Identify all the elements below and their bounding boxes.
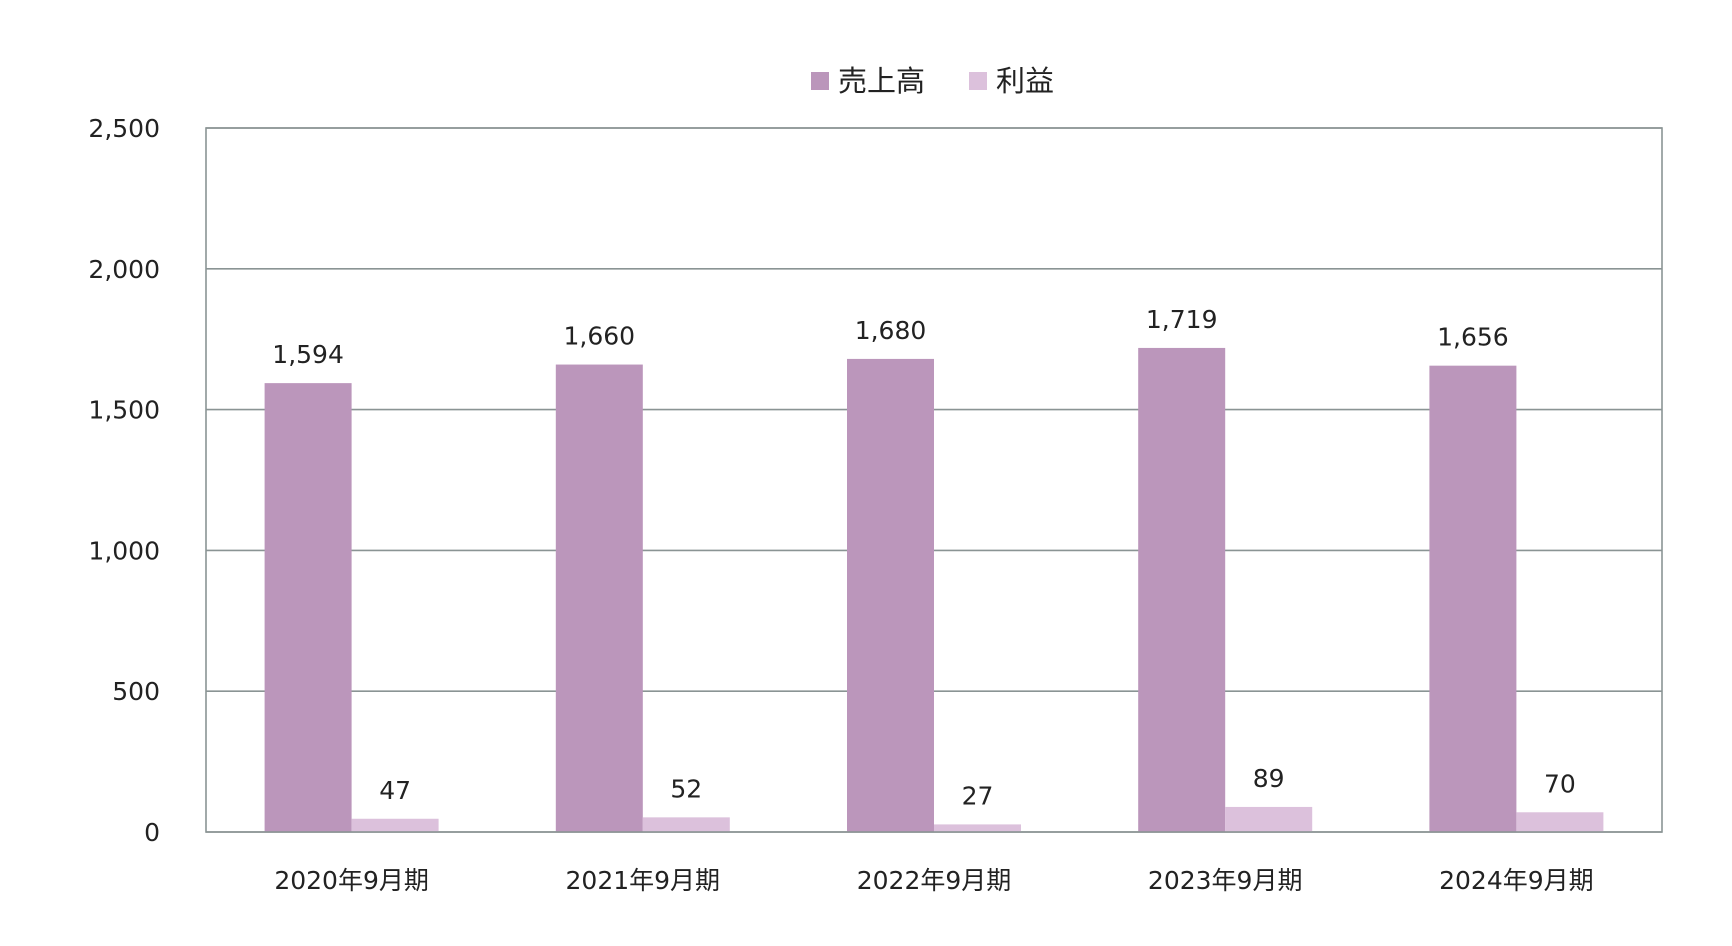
bar — [934, 824, 1021, 832]
legend-swatch — [811, 72, 829, 90]
axis-layer: 0 500 1,000 1,500 2,000 2,500 2020年9月期 2021年9月期… — [88, 114, 1663, 895]
x-category-label: 2023年9月期 — [1148, 866, 1303, 895]
data-label: 1,656 — [1437, 323, 1509, 352]
label-layer: 1,594 47 1,660 52 1,680 27 1,719 89 1,656 70 — [272, 305, 1575, 810]
legend: 売上高 利益 — [811, 64, 1054, 98]
bar — [555, 364, 643, 832]
bar — [264, 383, 352, 832]
data-label: 89 — [1253, 764, 1285, 793]
legend-label: 利益 — [996, 64, 1054, 98]
data-label: 1,660 — [564, 322, 636, 351]
bar — [847, 358, 934, 832]
bar — [1516, 812, 1604, 832]
bar — [1138, 347, 1226, 832]
legend-label: 売上高 — [838, 64, 925, 98]
bar-layer — [264, 347, 1604, 832]
bar — [351, 818, 439, 832]
data-label: 1,680 — [855, 316, 927, 345]
x-category-label: 2022年9月期 — [857, 866, 1012, 895]
legend-swatch — [969, 72, 987, 90]
data-label: 27 — [962, 781, 994, 810]
data-label: 1,719 — [1146, 305, 1218, 334]
bar — [1225, 806, 1313, 832]
data-label: 52 — [670, 774, 702, 803]
y-tick-label: 500 — [112, 677, 160, 706]
y-tick-label: 2,500 — [88, 114, 160, 143]
data-label: 47 — [379, 776, 411, 805]
y-tick-label: 1,500 — [88, 396, 160, 425]
y-tick-label: 0 — [144, 818, 160, 847]
x-category-label: 2024年9月期 — [1439, 866, 1594, 895]
bar — [642, 817, 730, 832]
x-category-label: 2021年9月期 — [566, 866, 721, 895]
bar — [1429, 365, 1517, 832]
y-tick-label: 2,000 — [88, 255, 160, 284]
plot-area-border — [205, 127, 1663, 833]
data-label: 1,594 — [272, 340, 344, 369]
x-category-label: 2020年9月期 — [274, 866, 429, 895]
y-tick-label: 1,000 — [88, 536, 160, 565]
data-label: 70 — [1544, 769, 1576, 798]
